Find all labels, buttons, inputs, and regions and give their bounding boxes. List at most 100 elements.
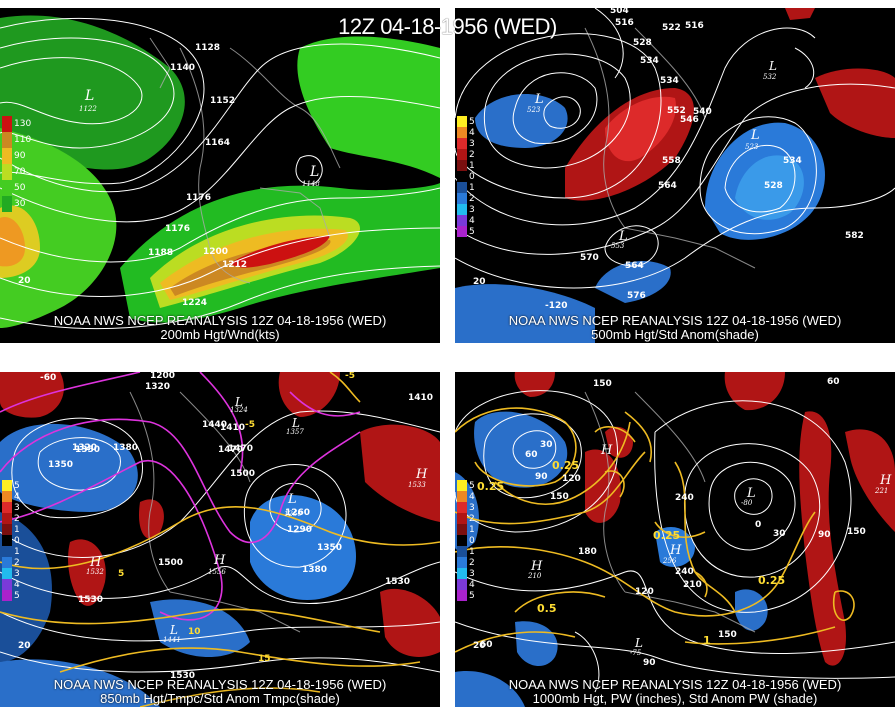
low-center-symbol: L	[750, 128, 760, 143]
contour-label: 1176	[165, 224, 190, 234]
low-center-symbol: L	[746, 486, 756, 501]
high-center-value: 210	[527, 572, 542, 580]
longitude-label: 20	[18, 276, 31, 286]
std-anomaly-legend: 5 4 3 2 1 0 1 2 3 4 5	[2, 480, 32, 601]
legend-label: 2	[469, 193, 475, 204]
legend-label: 4	[469, 579, 475, 590]
temperature-label: 10	[188, 627, 201, 637]
map-1000mb-pw-graphic: 150 60 30 90 120 150 60 240 0 30 90 150 …	[455, 372, 895, 707]
contour-label: 528	[764, 181, 783, 191]
contour-label: 150	[718, 630, 737, 640]
pw-label: 0.5	[537, 602, 557, 615]
contour-label: 1320	[145, 382, 170, 392]
high-center-value: 1532	[86, 568, 104, 576]
temperature-label: -5	[245, 420, 255, 430]
legend-label: 3	[14, 502, 20, 513]
contour-label: 1500	[158, 558, 183, 568]
high-center-symbol: H	[415, 467, 428, 482]
legend-label: 5	[469, 590, 475, 601]
contour-label: 90	[818, 530, 831, 540]
temperature-label: 15	[258, 654, 271, 664]
panel-subtitle: 200mb Hgt/Wnd(kts)	[160, 327, 280, 342]
contour-label: 558	[662, 156, 681, 166]
low-center-symbol: L	[287, 492, 297, 507]
contour-label: 504	[610, 8, 629, 16]
high-center-symbol: H	[213, 553, 226, 568]
legend-label: 0	[469, 535, 475, 546]
pw-label: 0.25	[758, 574, 785, 587]
contour-label: 522	[662, 23, 681, 33]
contour-label: 1320	[72, 443, 97, 453]
legend-label: 1	[14, 546, 20, 557]
contour-label: 1164	[205, 138, 230, 148]
contour-label: 0	[755, 520, 761, 530]
contour-label: 1530	[78, 595, 103, 605]
contour-label: 210	[683, 580, 702, 590]
contour-label: 150	[550, 492, 569, 502]
contour-label: 516	[685, 21, 704, 31]
pw-anomaly-legend: 5 4 3 2 1 0 1 2 3 4 5	[457, 480, 487, 601]
contour-label: 576	[627, 291, 646, 301]
legend-label: 0	[469, 171, 475, 182]
contour-label: 1470	[218, 445, 243, 455]
low-center-value: 1148	[302, 180, 320, 188]
legend-label: 5	[469, 116, 475, 127]
low-center-symbol: L	[291, 416, 300, 430]
legend-label: 3	[469, 502, 475, 513]
contour-label: 240	[675, 493, 694, 503]
panel-1000mb-pw-map: 150 60 30 90 120 150 60 240 0 30 90 150 …	[455, 372, 895, 707]
contour-label: 1212	[222, 260, 247, 270]
panel-caption: NOAA NWS NCEP REANALYSIS 12Z 04-18-1956 …	[53, 677, 387, 692]
pw-label: 0.25	[477, 480, 504, 493]
longitude-label: -120	[545, 301, 568, 311]
legend-label: 5	[469, 226, 475, 237]
contour-label: 1200	[150, 372, 175, 381]
panel-500mb-map: 504 516 522 516 528 534 534 552 540 546 …	[455, 8, 895, 343]
high-center-value: 221	[874, 487, 888, 495]
high-center-value: 1556	[208, 568, 226, 576]
panel-subtitle: 850mb Hgt/Tmpc/Std Anom Tmpc(shade)	[100, 691, 340, 706]
legend-label: 130	[14, 119, 32, 129]
contour-label: 30	[773, 529, 786, 539]
longitude-label: 20	[473, 277, 486, 287]
legend-label: 5	[469, 480, 475, 491]
low-center-symbol: L	[234, 395, 243, 409]
high-center-symbol: H	[879, 473, 892, 488]
legend-label: 70	[14, 167, 26, 177]
legend-label: 5	[14, 480, 20, 491]
panel-subtitle: 500mb Hgt/Std Anom(shade)	[591, 327, 759, 342]
panel-200mb-map: 1128 1140 1152 1164 1176 1176 1188 1200 …	[0, 8, 440, 343]
legend-label: 5	[14, 590, 20, 601]
low-center-symbol: L	[169, 623, 178, 637]
map-850mb-graphic: 1200 1320 1350 1410 1440 1470 1500 1380 …	[0, 372, 440, 707]
contour-label: 552	[667, 106, 686, 116]
contour-label: 1530	[170, 671, 195, 681]
contour-label: 90	[643, 658, 656, 668]
longitude-label: 20	[473, 641, 486, 651]
legend-label: 3	[469, 204, 475, 215]
legend-label: 3	[469, 138, 475, 149]
contour-label: 60	[525, 450, 538, 460]
low-center-value: 1324	[230, 406, 248, 414]
contour-label: 60	[827, 377, 840, 387]
legend-label: 1	[469, 182, 475, 193]
contour-label: 60	[480, 640, 493, 650]
pw-label: 0.25	[653, 529, 680, 542]
contour-label: 1500	[230, 469, 255, 479]
low-center-value: 523	[527, 106, 541, 114]
legend-label: 50	[14, 183, 26, 193]
low-center-symbol: L	[84, 88, 94, 104]
high-center-symbol: H	[669, 543, 682, 558]
contour-label: 1380	[113, 443, 138, 453]
legend-label: 4	[469, 215, 475, 226]
legend-label: 4	[469, 127, 475, 138]
legend-label: 2	[469, 557, 475, 568]
wind-speed-legend: 130 110 90 70 50 30	[2, 116, 32, 212]
legend-label: 1	[469, 160, 475, 171]
contour-label: 1260	[285, 508, 310, 518]
contour-label: 120	[635, 587, 654, 597]
legend-label: 3	[14, 568, 20, 579]
high-center-symbol: H	[89, 555, 102, 570]
contour-label: 1290	[287, 525, 312, 535]
temperature-label: -5	[345, 372, 355, 381]
